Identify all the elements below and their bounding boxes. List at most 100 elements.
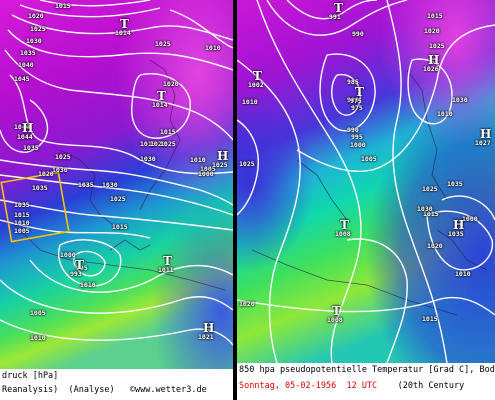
right-isobar-label: 1025 [239,160,255,168]
left-isobar-label: 1015 [140,140,156,148]
left-isobar-label: 1015 [160,128,176,136]
right-caption-date: Sonntag, 05-02-1956 12 UTC [239,381,378,391]
left-isobar-label: 995 [76,264,88,272]
right-isobar-label: 1020 [239,300,255,308]
right-system-high-marker: H [480,127,492,141]
right-system-pressure-value: 1008 [335,230,351,238]
left-system-low-marker: T [120,17,129,31]
right-isobar-line [237,59,301,363]
left-pressure-map [0,0,233,369]
left-isobar-label: 1020 [150,140,166,148]
left-system-pressure-value: 993 [70,270,82,278]
right-isobar-label: 985 [347,78,359,86]
left-isobar-line [0,279,233,314]
left-isobar-label: 1040 [18,61,34,69]
right-isobar-label: 975 [351,104,363,112]
left-system-pressure-value: 1014 [152,101,168,109]
right-isobar-label: 1020 [427,242,443,250]
left-isobar-label: 1035 [20,49,36,57]
left-isobar-line [0,174,233,216]
left-isobar-line [58,239,122,287]
left-isobar-label: 1025 [155,40,171,48]
right-system-low-marker: T [332,304,341,318]
right-isobar-label: 1015 [422,315,438,323]
right-isobar-line [386,0,448,363]
left-isobar-label: 1035 [23,144,39,152]
left-isobar-label: 1025 [110,195,126,203]
right-isobar-label: 1035 [447,180,463,188]
left-system-high-marker: H [203,321,215,335]
left-isobar-line [0,159,233,206]
left-system-low-marker: T [157,89,166,103]
left-isobar-label: 1010 [205,44,221,52]
left-system-pressure-value: 1011 [158,266,174,274]
left-isobar-line [19,4,161,18]
right-isobar-label: 1005 [361,155,377,163]
left-isobar-label: 1040 [14,123,30,131]
highlight-box [0,171,70,243]
right-system-pressure-value: 1002 [248,81,264,89]
right-isobar-line [237,296,495,316]
left-isobar-label: 1005 [14,227,30,235]
left-isobar-line [169,9,233,49]
right-isobar-line [319,53,376,132]
left-isobar-label: 1030 [52,166,68,174]
right-isobar-label: 1010 [242,98,258,106]
right-system-pressure-value: 1008 [327,316,343,324]
left-isobar-line [0,319,233,346]
left-isobar-label: 1020 [28,12,44,20]
left-isobar-label: 1025 [30,25,46,33]
left-isobar-label: 1010 [190,156,206,164]
left-isobar-label: 1035 [14,201,30,209]
right-isobar-label: 1030 [452,96,468,104]
right-caption-title: 850 hpa pseudopotentielle Temperatur [Gr… [237,364,495,377]
right-system-high-marker: H [453,218,465,232]
left-isobars [0,0,233,346]
right-isobar-label: 980 [347,96,359,104]
left-system-pressure-value: 1025 [212,161,228,169]
left-isobar-label: 1010 [80,281,96,289]
right-system-low-marker: T [340,218,349,232]
left-isobar-label: 1000 [60,251,76,259]
left-isobar-line [73,250,106,277]
left-isobar-label: 1025 [160,140,176,148]
right-isobar-line [331,73,361,116]
right-system-low-marker: T [253,69,262,83]
caption-spacer [377,381,397,391]
left-isobar-label: 1010 [30,334,46,342]
right-isobar-label: 1020 [424,27,440,35]
right-isobar-label: 990 [347,126,359,134]
right-isobar-line [426,210,494,271]
right-system-pressure-value: 1035 [448,230,464,238]
right-isobar-label: 1010 [437,110,453,118]
left-isobar-label: 1035 [32,184,48,192]
left-isobar-line [9,74,233,175]
right-isobar-label: 1015 [423,210,439,218]
left-isobar-label: 1000 [198,170,214,178]
left-isobar-label: 1045 [14,75,30,83]
left-system-pressure-value: 1021 [198,333,214,341]
right-system-pressure-value: 991 [329,13,341,21]
left-isobar-line [11,14,233,41]
right-coastlines [251,69,488,316]
left-system-high-marker: H [217,149,229,163]
left-isobar-line [0,199,233,231]
right-isobar-label: 990 [352,30,364,38]
left-isobar-line [131,73,191,139]
left-isobar-label: 1025 [55,153,71,161]
left-isobar-line [7,29,233,71]
right-temperature-map [237,0,495,363]
right-isobar-line [237,119,259,216]
left-isobar-label: 1030 [102,181,118,189]
left-isobar-label: 1005 [200,165,216,173]
left-isobar-label: 1010 [14,219,30,227]
right-isobars [237,0,495,363]
left-system-low-marker: T [163,254,172,268]
left-isobar-label: 1020 [38,170,54,178]
left-coastlines [19,59,226,291]
left-map-panel: 1015 1020 1025 1030 1035 1040 1045 1040 1035 1030… [0,0,233,400]
right-isobar-line [286,0,378,20]
right-isobar-line [296,24,495,172]
left-caption-source: Reanalysis) (Analyse) ©www.wetter3.de [0,384,233,397]
right-isobar-line [256,0,362,363]
